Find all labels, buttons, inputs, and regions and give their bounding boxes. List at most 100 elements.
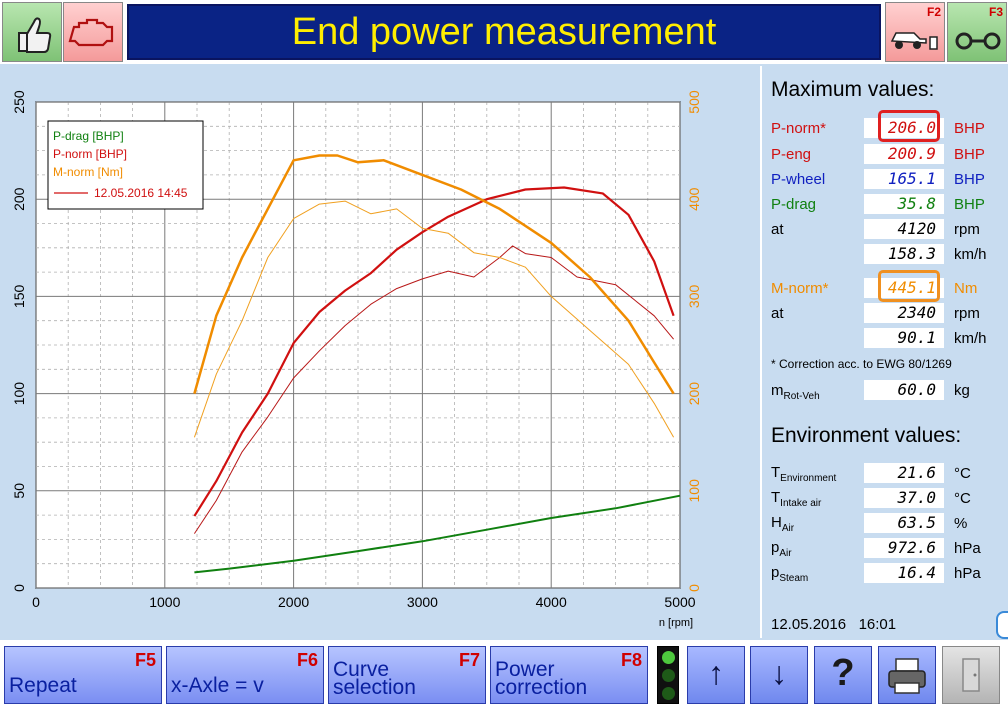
door-exit-icon: [962, 658, 980, 692]
legend-m-norm: M-norm [Nm]: [53, 165, 123, 179]
p-steam-unit: hPa: [954, 565, 981, 582]
legend-date: 12.05.2016 14:45: [94, 186, 188, 200]
m-max-speed-value: 90.1: [864, 328, 944, 348]
scroll-up-button[interactable]: ↑: [687, 646, 745, 704]
y-right-tick-label: 400: [686, 187, 702, 211]
t-intake-air-value: 37.0: [864, 488, 944, 508]
x-axle-button[interactable]: F6 x-Axle = v: [166, 646, 324, 704]
p-eng-label: P-eng: [771, 146, 812, 163]
t-environment-unit: °C: [954, 465, 971, 482]
p-drag-unit: BHP: [954, 196, 985, 213]
arrow-down-icon: ↓: [771, 655, 787, 691]
h-air-label: HAir: [771, 514, 795, 534]
x-tick-label: 5000: [664, 594, 695, 610]
power-correction-label: Power correction: [495, 658, 588, 699]
help-icon: ?: [831, 652, 855, 694]
power-chart: 0 1000 2000 3000 4000 5000 0 50 100 150 200 250 0 1…: [11, 90, 702, 629]
repeat-label: Repeat: [9, 674, 77, 697]
p-norm-label: P-norm*: [771, 120, 827, 137]
side-tab-handle[interactable]: [996, 611, 1008, 639]
x-tick-label: 4000: [536, 594, 567, 610]
h-air-unit: %: [954, 515, 968, 532]
p-air-unit: hPa: [954, 540, 981, 557]
print-button[interactable]: [878, 646, 936, 704]
thumbs-up-button[interactable]: [2, 2, 62, 62]
rollers-button[interactable]: F3: [947, 2, 1007, 62]
bottom-toolbar: F5 Repeat F6 x-Axle = v F7 Curve selectio…: [0, 640, 1008, 708]
x-tick-label: 1000: [149, 594, 180, 610]
f3-key-label: F3: [988, 5, 1003, 19]
chart-legend: P-drag [BHP] P-norm [BHP] M-norm [Nm] 12…: [47, 120, 204, 210]
curve-selection-label: Curve selection: [333, 658, 416, 699]
p-eng-unit: BHP: [954, 146, 985, 163]
scroll-down-button[interactable]: ↓: [750, 646, 808, 704]
values-panel: Maximum values: P-norm* 206.0 BHP P-eng …: [764, 66, 1008, 639]
t-environment-value: 21.6: [864, 463, 944, 483]
m-norm-unit: Nm: [954, 280, 978, 297]
engine-icon: [68, 18, 114, 47]
m-norm-value: 445.1: [864, 278, 944, 298]
x-axis-label: n [rpm]: [659, 617, 693, 629]
y-left-tick-label: 150: [11, 285, 27, 309]
y-right-tick-label: 100: [686, 479, 702, 503]
m-max-at-label: at: [771, 305, 784, 322]
m-rot-label: mRot-Veh: [771, 382, 820, 402]
main-area: 0 1000 2000 3000 4000 5000 0 50 100 150 200 250 0 1…: [0, 66, 1008, 639]
f2-key-label: F2: [926, 5, 941, 19]
f6-key-label: F6: [296, 650, 318, 670]
m-norm-highlight: [878, 270, 940, 302]
p-drag-label: P-drag: [771, 196, 817, 213]
dyno-car-icon: [890, 32, 938, 50]
p-max-rpm-unit: rpm: [954, 221, 980, 238]
p-max-at-label: at: [771, 221, 784, 238]
max-values-title: Maximum values:: [771, 78, 935, 101]
h-air-value: 63.5: [864, 513, 944, 533]
t-intake-air-label: TIntake air: [771, 489, 822, 509]
y-left-tick-label: 250: [11, 90, 27, 114]
page-title: End power measurement: [127, 4, 881, 60]
exit-button[interactable]: [942, 646, 1000, 704]
x-tick-label: 3000: [407, 594, 438, 610]
p-norm-value: 206.0: [864, 118, 944, 138]
p-wheel-label: P-wheel: [771, 171, 826, 188]
series-line: [193, 154, 675, 395]
p-steam-value: 16.4: [864, 563, 944, 583]
y-left-tick-label: 100: [11, 382, 27, 406]
repeat-button[interactable]: F5 Repeat: [4, 646, 162, 704]
y-left-tick-label: 200: [11, 187, 27, 211]
correction-footnote: * Correction acc. to EWG 80/1269: [771, 357, 952, 371]
f8-key-label: F8: [620, 650, 642, 670]
printer-icon: [888, 658, 926, 694]
p-norm-unit: BHP: [954, 120, 985, 137]
power-correction-button[interactable]: F8 Power correction: [490, 646, 648, 704]
p-eng-value: 200.9: [864, 144, 944, 164]
p-air-value: 972.6: [864, 538, 944, 558]
series-line: [193, 200, 675, 438]
rollers-icon: [955, 32, 1001, 50]
dyno-car-button[interactable]: F2: [885, 2, 945, 62]
series-line: [193, 245, 674, 534]
help-button[interactable]: ?: [814, 646, 872, 704]
p-max-speed-unit: km/h: [954, 246, 987, 263]
curve-selection-button[interactable]: F7 Curve selection: [328, 646, 486, 704]
thumbs-up-icon: [18, 17, 52, 53]
measurement-timestamp: 12.05.2016 16:01: [771, 616, 897, 633]
x-tick-label: 0: [32, 594, 40, 610]
p-drag-value: 35.8: [864, 194, 944, 214]
y-right-tick-label: 200: [686, 382, 702, 406]
p-wheel-value: 165.1: [864, 169, 944, 189]
m-max-rpm-unit: rpm: [954, 305, 980, 322]
y-left-tick-label: 50: [11, 483, 27, 499]
legend-p-drag: P-drag [BHP]: [53, 129, 124, 143]
m-rot-value: 60.0: [864, 380, 944, 400]
legend-p-norm: P-norm [BHP]: [53, 147, 127, 161]
engine-button[interactable]: [63, 2, 123, 62]
y-right-tick-label: 300: [686, 285, 702, 309]
f5-key-label: F5: [134, 650, 156, 670]
t-intake-air-unit: °C: [954, 490, 971, 507]
top-toolbar: End power measurement F2 F3: [0, 0, 1008, 64]
m-max-rpm-value: 2340: [864, 303, 944, 323]
status-light-icon: [657, 646, 679, 704]
m-norm-label: M-norm*: [771, 280, 829, 297]
arrow-up-icon: ↑: [708, 655, 724, 691]
